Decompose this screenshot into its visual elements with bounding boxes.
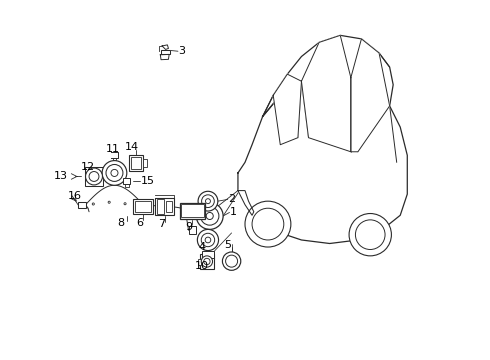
Circle shape: [201, 256, 213, 267]
Circle shape: [200, 207, 219, 225]
Text: 7: 7: [158, 220, 165, 229]
Circle shape: [245, 201, 291, 247]
Circle shape: [197, 229, 219, 251]
Circle shape: [205, 237, 211, 243]
Polygon shape: [301, 35, 351, 152]
Bar: [155, 198, 174, 215]
Text: 14: 14: [124, 142, 139, 152]
Text: 4: 4: [198, 242, 205, 252]
Bar: [166, 201, 172, 212]
Polygon shape: [351, 39, 390, 152]
Bar: [131, 157, 141, 170]
Bar: [181, 204, 204, 217]
Circle shape: [222, 252, 241, 270]
Text: 13: 13: [53, 171, 68, 181]
Bar: [78, 202, 86, 207]
Bar: [201, 251, 214, 258]
Text: 6: 6: [136, 218, 143, 228]
Bar: [135, 201, 151, 212]
Circle shape: [111, 170, 118, 176]
Circle shape: [201, 195, 214, 207]
Circle shape: [355, 220, 385, 249]
Bar: [123, 178, 130, 184]
Polygon shape: [273, 74, 301, 145]
Circle shape: [92, 203, 95, 205]
Bar: [143, 159, 147, 167]
Bar: [85, 167, 103, 186]
Text: 11: 11: [106, 144, 120, 154]
Text: 12: 12: [80, 162, 95, 172]
Circle shape: [106, 165, 123, 181]
Text: 3: 3: [179, 46, 186, 56]
Text: 10: 10: [195, 261, 209, 271]
Bar: [161, 50, 170, 54]
Text: 15: 15: [141, 176, 155, 186]
Bar: [157, 199, 164, 213]
Polygon shape: [238, 74, 407, 243]
Polygon shape: [263, 35, 393, 117]
Circle shape: [102, 161, 127, 185]
Bar: [198, 259, 201, 265]
Circle shape: [140, 204, 142, 207]
Text: 1: 1: [230, 207, 237, 217]
Circle shape: [124, 203, 126, 205]
Circle shape: [206, 212, 213, 220]
Circle shape: [89, 171, 99, 181]
Circle shape: [349, 213, 392, 256]
Text: 16: 16: [68, 191, 82, 201]
Bar: [180, 203, 205, 219]
Text: 9: 9: [185, 222, 193, 232]
Circle shape: [196, 203, 223, 229]
Text: 5: 5: [224, 240, 232, 250]
Circle shape: [204, 258, 210, 265]
Circle shape: [201, 233, 215, 247]
Circle shape: [198, 191, 218, 211]
Text: 2: 2: [228, 194, 236, 204]
Polygon shape: [238, 190, 254, 215]
Bar: [200, 255, 214, 269]
Bar: [133, 199, 152, 213]
Circle shape: [225, 255, 238, 267]
Text: 8: 8: [117, 218, 124, 228]
Bar: [129, 155, 143, 171]
Circle shape: [86, 168, 102, 185]
Circle shape: [205, 199, 210, 204]
Circle shape: [252, 208, 284, 240]
Bar: [189, 226, 196, 234]
Circle shape: [108, 201, 110, 203]
